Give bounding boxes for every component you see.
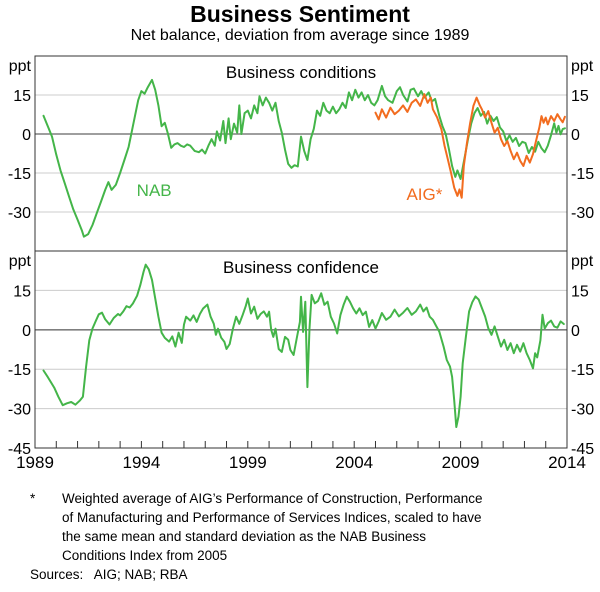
y-unit-label-right: ppt [571, 58, 594, 75]
panel-title: Business confidence [223, 258, 379, 277]
y-tick-label-left: -45 [8, 441, 31, 458]
aig-series-line-conditions [374, 93, 566, 199]
y-tick-label-right: 15 [571, 88, 589, 105]
y-tick-label-left: -15 [8, 166, 31, 183]
panel-title: Business conditions [226, 63, 376, 82]
footnote: * Weighted average of AIG’s Performance … [30, 489, 570, 565]
sources-line: Sources: AIG; NAB; RBA [30, 567, 188, 582]
panel-frame [34, 55, 568, 252]
y-unit-label-left: ppt [9, 58, 32, 75]
y-tick-label-left: -30 [8, 205, 31, 222]
footnote-line: Weighted average of AIG’s Performance of… [62, 491, 483, 506]
y-tick-label-right: -15 [571, 166, 594, 183]
chart-subtitle: Net balance, deviation from average sinc… [130, 27, 470, 44]
y-tick-label-left: 15 [13, 283, 31, 300]
page-title: Business Sentiment [190, 1, 410, 27]
x-tick-label: 1989 [16, 453, 54, 472]
y-tick-label-right: -45 [571, 441, 594, 458]
footnote-line: Conditions Index from 2005 [62, 548, 228, 563]
y-unit-label-left: ppt [9, 253, 32, 270]
footnote-marker: * [30, 491, 36, 506]
y-unit-label-right: ppt [571, 253, 594, 270]
series-label-nab: NAB [137, 181, 172, 200]
x-tick-label: 1994 [122, 453, 160, 472]
y-tick-label-right: -15 [571, 362, 594, 379]
footnote-line: of Manufacturing and Performance of Serv… [62, 510, 482, 525]
x-tick-label: 2014 [548, 453, 586, 472]
x-tick-label: 1999 [229, 453, 267, 472]
y-tick-label-right: 0 [571, 127, 580, 144]
y-tick-label-left: 15 [13, 88, 31, 105]
y-tick-label-left: -15 [8, 362, 31, 379]
series-label-aig: AIG* [406, 185, 442, 204]
y-tick-label-left: 0 [22, 127, 31, 144]
footnote-line: the same mean and standard deviation as … [62, 529, 426, 544]
y-tick-label-right: -30 [571, 402, 594, 419]
y-tick-label-right: -30 [571, 205, 594, 222]
nab-series-line-conditions [42, 78, 566, 238]
x-tick-label: 2009 [442, 453, 480, 472]
panel-frame [34, 250, 568, 449]
y-tick-label-right: 0 [571, 323, 580, 340]
y-tick-label-right: 15 [571, 283, 589, 300]
nab-series-line-confidence [42, 263, 565, 428]
x-tick-label: 2004 [335, 453, 373, 472]
y-tick-label-left: -30 [8, 402, 31, 419]
y-tick-label-left: 0 [22, 323, 31, 340]
